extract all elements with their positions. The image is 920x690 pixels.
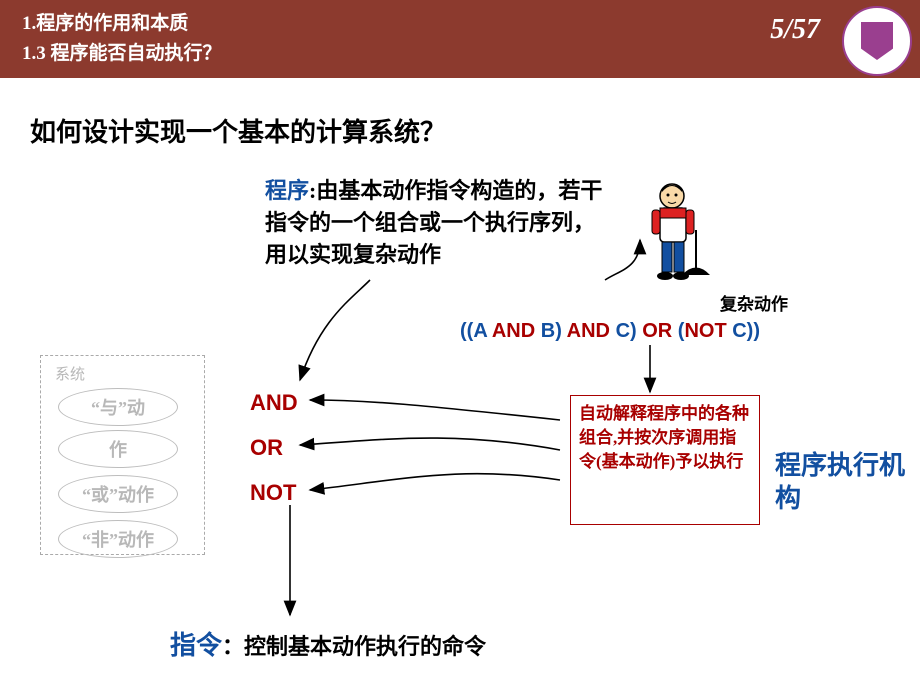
page-counter: 5/57 (770, 14, 820, 46)
expr-token: OR (642, 320, 672, 342)
university-logo (842, 6, 912, 76)
operator-label: OR (250, 435, 283, 461)
logo-shield-icon (861, 22, 893, 60)
expr-token: C)) (727, 320, 760, 342)
program-keyword: 程序 (265, 178, 309, 203)
header-line1: 1.程序的作用和本质 (22, 8, 900, 35)
operator-label: NOT (250, 480, 296, 506)
system-action-oval: “或”动作 (58, 475, 178, 513)
instruction-keyword: 指令 (170, 631, 222, 660)
expr-token: (( (460, 320, 473, 342)
complex-action-label: 复杂动作 (720, 290, 788, 315)
header-line2: 1.3 程序能否自动执行？ (22, 38, 900, 65)
interpreter-box: 自动解释程序中的各种组合,并按次序调用指令(基本动作)予以执行 (570, 395, 760, 525)
boolean-expression: ((A AND B) AND C) OR (NOT C)) (460, 320, 760, 343)
program-definition: 程序:由基本动作指令构造的，若干指令的一个组合或一个执行序列，用以实现复杂动作 (265, 175, 605, 271)
expr-token: ( (672, 320, 684, 342)
expr-token: C) (610, 320, 642, 342)
system-action-oval: “与”动 (58, 388, 178, 426)
expr-token: B) (535, 320, 566, 342)
expr-token: NOT (684, 320, 726, 342)
expr-token: A (473, 320, 492, 342)
system-action-oval: 作 (58, 430, 178, 468)
operator-label: AND (250, 390, 298, 416)
instruction-text: ：控制基本动作执行的命令 (222, 634, 486, 659)
slide-header: 1.程序的作用和本质 1.3 程序能否自动执行？ 5/57 (0, 0, 920, 78)
execution-mechanism: 程序执行机构 (775, 450, 920, 515)
system-action-oval: “非”动作 (58, 520, 178, 558)
program-text: :由基本动作指令构造的，若干指令的一个组合或一个执行序列，用以实现复杂动作 (265, 178, 602, 267)
instruction-definition: 指令：控制基本动作执行的命令 (170, 625, 486, 662)
expr-token: AND (567, 320, 610, 342)
diagram-arrows (0, 0, 920, 690)
expr-token: AND (492, 320, 535, 342)
main-question: 如何设计实现一个基本的计算系统？ (30, 112, 446, 149)
cartoon-figure-icon (640, 180, 720, 290)
